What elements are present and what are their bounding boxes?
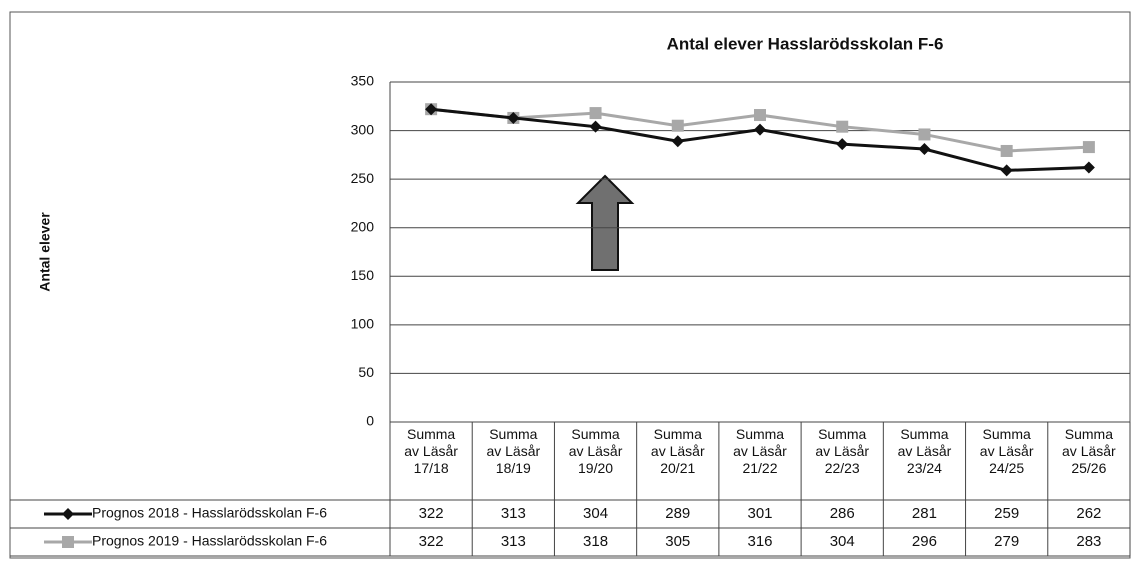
point <box>589 120 602 133</box>
x-tick-label-box: Summa av Läsår 25/26 <box>1062 426 1116 476</box>
x-tick-label: Summa av Läsår 24/25 <box>979 426 1034 476</box>
x-tick-label: Summa av Läsår 18/19 <box>486 426 541 476</box>
table-value: 304 <box>583 505 608 522</box>
chart-frame <box>9 11 1131 559</box>
point <box>589 107 602 120</box>
x-tick-label-box: Summa av Läsår 24/25 <box>979 426 1034 476</box>
table-value: 259 <box>994 505 1019 522</box>
table-value: 313 <box>501 533 526 550</box>
table-value: 281 <box>912 505 937 522</box>
x-tick-label: Summa av Läsår 19/20 <box>568 426 623 476</box>
point <box>507 111 520 124</box>
point <box>836 138 849 151</box>
point <box>425 103 438 116</box>
y-tick-label: 0 <box>366 413 374 429</box>
point <box>1082 161 1095 174</box>
point <box>754 123 766 136</box>
x-tick-label: Summa av Läsår 22/23 <box>815 426 870 476</box>
point <box>1082 141 1095 154</box>
table-value: 262 <box>1076 505 1101 522</box>
point <box>671 135 684 148</box>
x-tick-label-box: Summa av Läsår 18/19 <box>486 426 541 476</box>
x-tick-label-box: Summa av Läsår 19/20 <box>568 426 623 476</box>
x-tick-label: Summa av Läsår 21/22 <box>733 426 787 476</box>
point <box>1000 144 1013 157</box>
table-value: 289 <box>665 505 690 522</box>
legend-label: Prognos 2019 - Hasslarödsskolan F-6 <box>92 533 327 549</box>
y-tick-label: 350 <box>351 73 375 89</box>
chart-title: Antal elever Hasslarödsskolan F-6 <box>667 34 944 53</box>
x-tick-label-box: Summa av Läsår 22/23 <box>815 426 870 476</box>
x-tick-label-box: Summa av Läsår 21/22 <box>733 426 787 476</box>
point <box>62 536 74 548</box>
y-tick-label: 100 <box>351 316 375 332</box>
x-tick-label-box: Summa av Läsår 23/24 <box>897 426 952 476</box>
point <box>671 119 684 132</box>
legend-label: Prognos 2018 - Hasslarödsskolan F-6 <box>92 505 327 521</box>
y-axis-label: Antal elever <box>37 212 53 292</box>
table-value: 286 <box>830 505 855 522</box>
arrow <box>575 174 635 271</box>
x-tick-label: Summa av Läsår 23/24 <box>897 426 952 476</box>
table-value: 313 <box>501 505 526 522</box>
y-tick-label: 200 <box>351 218 375 234</box>
x-tick-label-box: Summa av Läsår 20/21 <box>650 426 705 476</box>
table-value: 304 <box>830 533 855 550</box>
point <box>836 120 849 133</box>
x-tick-label: Summa av Läsår 25/26 <box>1062 426 1116 476</box>
x-tick-label: Summa av Läsår 20/21 <box>650 426 705 476</box>
table-value: 322 <box>419 505 444 522</box>
point <box>918 143 931 156</box>
y-tick-label: 150 <box>351 267 375 283</box>
point <box>1000 164 1013 177</box>
table-value: 322 <box>419 533 444 550</box>
point <box>754 109 766 122</box>
point <box>918 128 931 141</box>
point <box>62 508 74 520</box>
table-value: 279 <box>994 533 1019 550</box>
table-value: 283 <box>1076 533 1101 550</box>
table-value: 301 <box>747 505 772 522</box>
table-value: 296 <box>912 533 937 550</box>
x-tick-label-box: Summa av Läsår 17/18 <box>404 426 458 476</box>
table-value: 316 <box>747 533 772 550</box>
y-tick-label: 50 <box>358 364 374 380</box>
table-value: 318 <box>583 533 608 550</box>
y-tick-label: 300 <box>351 121 375 137</box>
y-tick-label: 250 <box>351 170 375 186</box>
table-value: 305 <box>665 533 690 550</box>
x-tick-label: Summa av Läsår 17/18 <box>404 426 458 476</box>
